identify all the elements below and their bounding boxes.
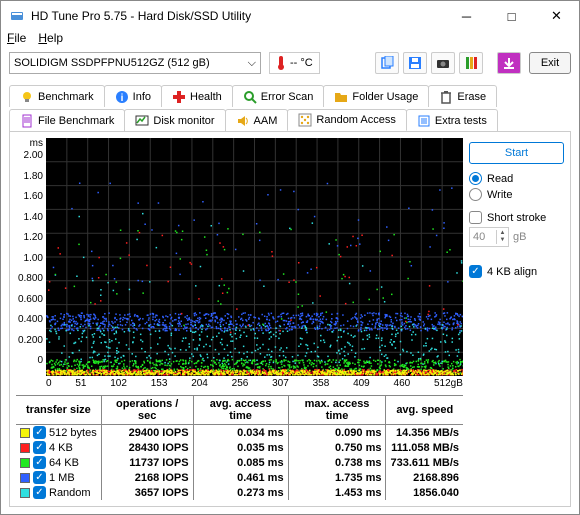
read-label: Read xyxy=(487,173,513,185)
start-button[interactable]: Start xyxy=(469,142,564,164)
tab-info[interactable]: iInfo xyxy=(104,85,162,107)
result-row: ✓64 KB 11737 IOPS0.085 ms0.738 ms733.611… xyxy=(16,455,463,470)
tab-health[interactable]: Health xyxy=(161,85,233,107)
toolbar: SOLIDIGM SSDPFPNU512GZ (512 gB) ⌵ -- °C … xyxy=(1,49,579,77)
tabs: BenchmarkiInfoHealthError ScanFolder Usa… xyxy=(1,81,579,131)
short-stroke-check[interactable] xyxy=(469,211,482,224)
tab-random-access[interactable]: Random Access xyxy=(287,109,406,131)
copy-button[interactable] xyxy=(375,52,399,74)
results-table: transfer sizeoperations / secavg. access… xyxy=(16,395,463,500)
save-button[interactable] xyxy=(403,52,427,74)
close-button[interactable]: ✕ xyxy=(534,1,579,31)
tab-erase[interactable]: Erase xyxy=(428,85,497,107)
result-row: ✓512 bytes 29400 IOPS0.034 ms0.090 ms14.… xyxy=(16,425,463,441)
side-panel: Start Read Write Short stroke ▲▼ gB ✓ 4 K… xyxy=(469,138,564,500)
exit-button[interactable]: Exit xyxy=(529,52,571,74)
x-axis: 051102153204256307358409460512gB xyxy=(46,376,463,391)
write-label: Write xyxy=(487,189,512,201)
minimize-button[interactable]: ─ xyxy=(444,1,489,31)
temperature-display: -- °C xyxy=(269,52,320,74)
tab-error-scan[interactable]: Error Scan xyxy=(232,85,325,107)
temperature-value: -- °C xyxy=(290,57,313,69)
svg-text:i: i xyxy=(120,93,123,104)
app-window: HD Tune Pro 5.75 - Hard Disk/SSD Utility… xyxy=(0,0,580,515)
options-button[interactable] xyxy=(459,52,483,74)
menubar: File Help xyxy=(1,31,579,45)
read-radio[interactable] xyxy=(469,172,482,185)
drive-selected-label: SOLIDIGM SSDPFPNU512GZ (512 gB) xyxy=(14,57,210,69)
short-stroke-unit: gB xyxy=(513,231,526,243)
ms-label: ms xyxy=(16,138,43,150)
short-stroke-spinner[interactable]: ▲▼ xyxy=(469,227,509,247)
tab-folder-usage[interactable]: Folder Usage xyxy=(323,85,429,107)
align-label: 4 KB align xyxy=(487,266,537,278)
screenshot-button[interactable] xyxy=(431,52,455,74)
tab-benchmark[interactable]: Benchmark xyxy=(9,85,105,107)
tab-disk-monitor[interactable]: Disk monitor xyxy=(124,109,225,131)
y-axis: ms 2.001.801.601.401.201.000.8000.6000.4… xyxy=(16,138,46,376)
app-icon xyxy=(9,8,25,24)
window-title: HD Tune Pro 5.75 - Hard Disk/SSD Utility xyxy=(31,9,444,23)
tab-aam[interactable]: AAM xyxy=(225,109,289,131)
align-check[interactable]: ✓ xyxy=(469,265,482,278)
content-area: ms 2.001.801.601.401.201.000.8000.6000.4… xyxy=(9,131,571,507)
chart xyxy=(46,138,463,376)
maximize-button[interactable]: □ xyxy=(489,1,534,31)
result-row: ✓4 KB 28430 IOPS0.035 ms0.750 ms111.058 … xyxy=(16,440,463,455)
titlebar: HD Tune Pro 5.75 - Hard Disk/SSD Utility… xyxy=(1,1,579,31)
tab-file-benchmark[interactable]: File Benchmark xyxy=(9,109,125,131)
chevron-down-icon: ⌵ xyxy=(248,57,256,70)
result-row: ✓Random 3657 IOPS0.273 ms1.453 ms1856.04… xyxy=(16,485,463,500)
write-radio[interactable] xyxy=(469,188,482,201)
download-button[interactable] xyxy=(497,52,521,74)
drive-select[interactable]: SOLIDIGM SSDPFPNU512GZ (512 gB) ⌵ xyxy=(9,52,261,74)
thermometer-icon xyxy=(276,55,286,71)
result-row: ✓1 MB 2168 IOPS0.461 ms1.735 ms2168.896 xyxy=(16,470,463,485)
menu-help[interactable]: Help xyxy=(38,31,63,45)
menu-file[interactable]: File xyxy=(7,31,26,45)
tab-extra-tests[interactable]: Extra tests xyxy=(406,109,498,131)
short-stroke-label: Short stroke xyxy=(487,212,546,224)
